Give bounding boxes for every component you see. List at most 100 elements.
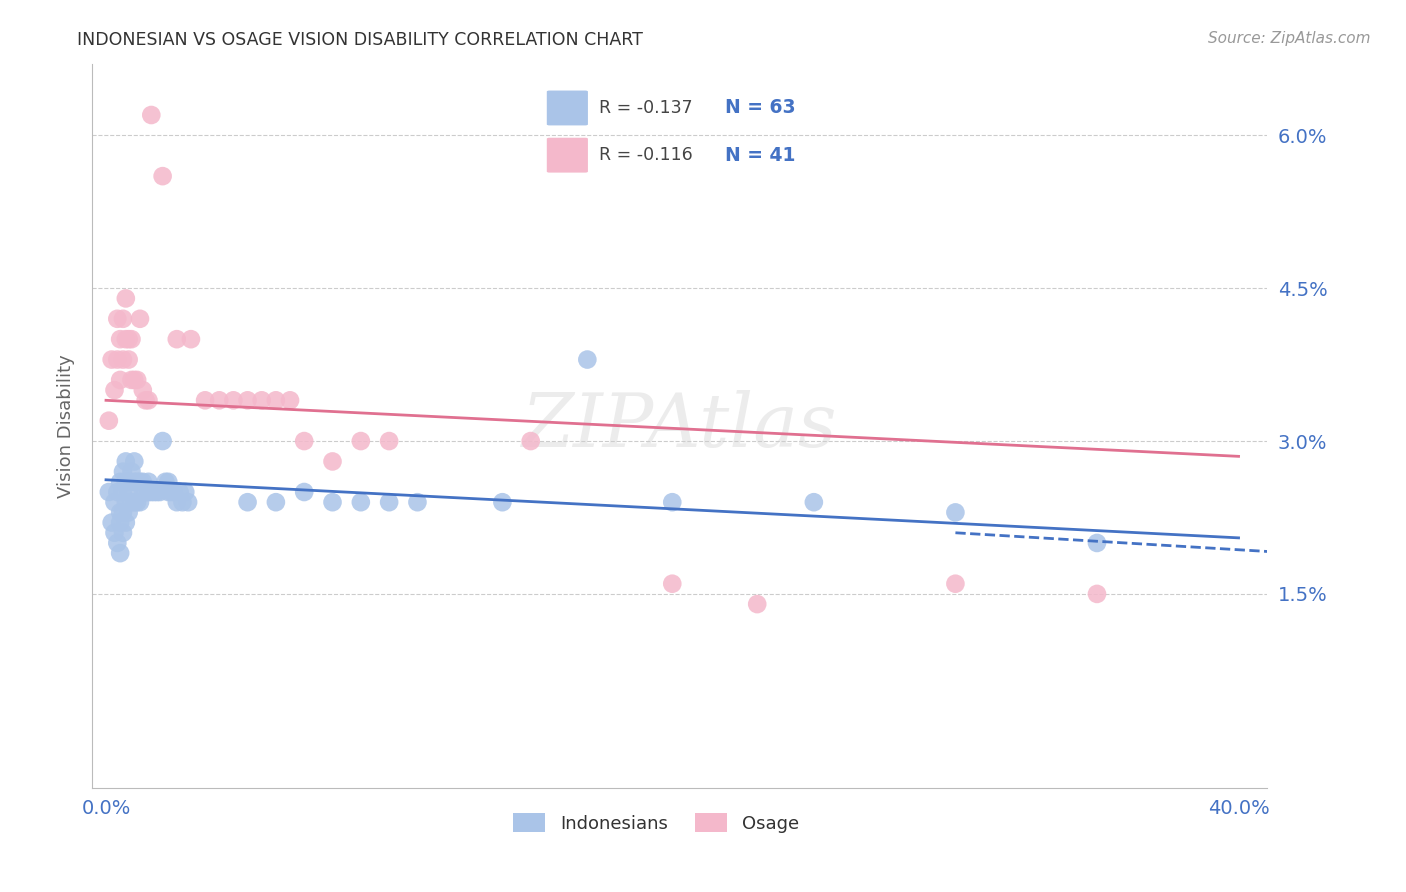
Point — [160, 485, 183, 500]
Point — [111, 311, 134, 326]
Point — [157, 475, 180, 489]
Point — [105, 485, 128, 500]
Text: N = 41: N = 41 — [725, 145, 796, 165]
Point — [661, 495, 683, 509]
Point — [124, 454, 146, 468]
Point — [111, 525, 134, 540]
Text: R = -0.137: R = -0.137 — [599, 99, 693, 117]
Point — [127, 475, 149, 489]
Point — [1085, 536, 1108, 550]
Point — [108, 373, 131, 387]
Legend: Indonesians, Osage: Indonesians, Osage — [506, 806, 806, 840]
Text: ZIPAtlas: ZIPAtlas — [522, 390, 837, 462]
Point — [114, 516, 136, 530]
Point — [108, 546, 131, 560]
Point — [103, 383, 125, 397]
Point — [661, 576, 683, 591]
Point — [143, 485, 166, 500]
Point — [166, 495, 188, 509]
Point — [132, 485, 155, 500]
Point — [236, 495, 259, 509]
Point — [141, 485, 163, 500]
Point — [118, 352, 141, 367]
Point — [321, 495, 343, 509]
Point — [105, 536, 128, 550]
Point — [114, 332, 136, 346]
Point — [174, 485, 197, 500]
Point — [129, 495, 152, 509]
Point — [97, 485, 120, 500]
Point — [138, 485, 160, 500]
Point — [114, 292, 136, 306]
Point — [747, 597, 769, 611]
Point — [97, 414, 120, 428]
Point — [132, 475, 155, 489]
Point — [378, 495, 401, 509]
Point — [129, 311, 152, 326]
Point — [127, 495, 149, 509]
Point — [157, 485, 180, 500]
Point — [105, 352, 128, 367]
Point — [264, 393, 287, 408]
Point — [135, 485, 157, 500]
Point — [169, 485, 191, 500]
Point — [406, 495, 429, 509]
Point — [118, 332, 141, 346]
Point — [378, 434, 401, 448]
Point — [194, 393, 217, 408]
Point — [121, 465, 143, 479]
Point — [350, 495, 373, 509]
Point — [149, 485, 172, 500]
Text: Source: ZipAtlas.com: Source: ZipAtlas.com — [1208, 31, 1371, 46]
Point — [152, 169, 174, 183]
Point — [945, 505, 967, 519]
Point — [292, 434, 315, 448]
Point — [111, 465, 134, 479]
Point — [114, 495, 136, 509]
Point — [141, 108, 163, 122]
Point — [121, 495, 143, 509]
Point — [108, 475, 131, 489]
Point — [576, 352, 599, 367]
Point — [519, 434, 541, 448]
Point — [108, 505, 131, 519]
Point — [222, 393, 245, 408]
Point — [118, 475, 141, 489]
Point — [803, 495, 825, 509]
Point — [1085, 587, 1108, 601]
Point — [111, 485, 134, 500]
Point — [208, 393, 231, 408]
Point — [350, 434, 373, 448]
Point — [108, 332, 131, 346]
Point — [138, 475, 160, 489]
Point — [111, 352, 134, 367]
Point — [264, 495, 287, 509]
Point — [105, 311, 128, 326]
Point — [163, 485, 186, 500]
Point — [292, 485, 315, 500]
Point — [114, 454, 136, 468]
Point — [177, 495, 200, 509]
Point — [111, 505, 134, 519]
Point — [491, 495, 513, 509]
Point — [155, 475, 177, 489]
Point — [129, 475, 152, 489]
Point — [127, 373, 149, 387]
Point — [124, 495, 146, 509]
Point — [250, 393, 273, 408]
Point — [132, 383, 155, 397]
Point — [278, 393, 301, 408]
Text: N = 63: N = 63 — [725, 98, 796, 118]
FancyBboxPatch shape — [547, 91, 588, 126]
Point — [321, 454, 343, 468]
Point — [180, 332, 202, 346]
Point — [152, 434, 174, 448]
Point — [100, 516, 122, 530]
Point — [103, 525, 125, 540]
Point — [135, 393, 157, 408]
Point — [236, 393, 259, 408]
Point — [124, 475, 146, 489]
Text: R = -0.116: R = -0.116 — [599, 146, 693, 164]
Point — [945, 576, 967, 591]
Text: INDONESIAN VS OSAGE VISION DISABILITY CORRELATION CHART: INDONESIAN VS OSAGE VISION DISABILITY CO… — [77, 31, 643, 49]
